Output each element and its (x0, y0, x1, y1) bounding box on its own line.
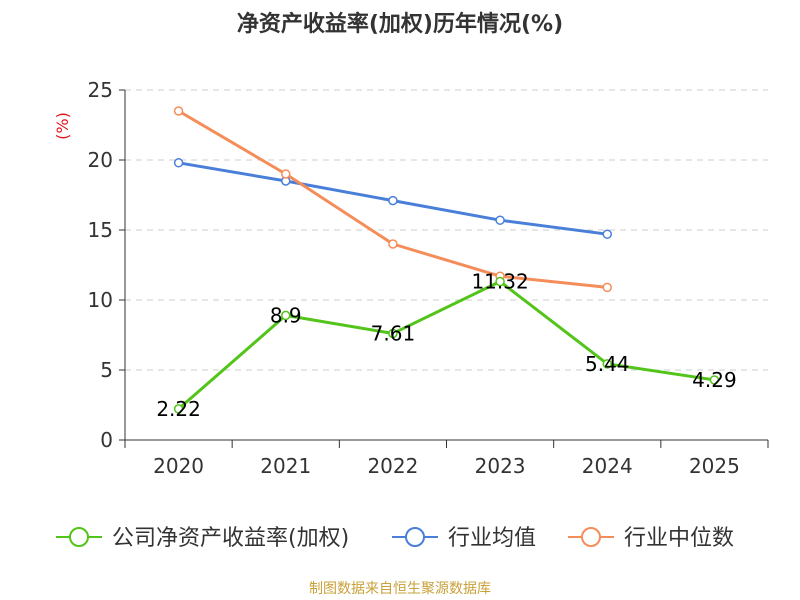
y-tick-label: 15 (88, 218, 113, 242)
x-tick-label: 2024 (582, 454, 633, 478)
legend-marker-icon (405, 527, 425, 547)
series-line (177, 280, 715, 411)
y-tick-label: 10 (88, 288, 113, 312)
data-point (388, 239, 398, 249)
data-point (602, 282, 612, 293)
data-point (388, 328, 398, 339)
x-tick-label: 2025 (689, 454, 740, 478)
y-axis-label: (%) (53, 112, 72, 140)
data-point (709, 375, 720, 385)
data-point (388, 195, 398, 206)
legend-marker-icon (69, 527, 89, 547)
y-tick-label: 25 (88, 78, 113, 102)
legend-label: 公司净资产收益率(加权) (112, 526, 349, 551)
data-point (173, 404, 184, 414)
data-label: 5.44 (585, 352, 630, 376)
data-point (495, 215, 505, 225)
data-label: 8.9 (270, 303, 302, 327)
data-point (173, 158, 184, 168)
legend-marker-icon (581, 527, 601, 547)
x-tick-label: 2021 (260, 454, 311, 478)
y-tick-label: 20 (88, 148, 113, 172)
legend-label: 行业中位数 (624, 526, 734, 551)
x-tick-label: 2023 (475, 454, 526, 478)
data-label: 7.61 (371, 321, 416, 345)
legend-label: 行业均值 (448, 526, 536, 551)
data-label: 4.29 (692, 368, 737, 392)
y-tick-label: 0 (100, 428, 113, 452)
data-point (281, 169, 291, 179)
chart-title: 净资产收益率(加权)历年情况(%) (236, 12, 564, 37)
data-label: 2.22 (156, 397, 201, 421)
x-tick-label: 2022 (367, 454, 418, 478)
data-point (495, 276, 505, 287)
data-point (602, 359, 612, 369)
data-point (281, 310, 291, 321)
data-label: 11.32 (471, 270, 528, 294)
footer-source: 制图数据来自恒生聚源数据库 (309, 581, 491, 597)
data-point (173, 106, 184, 116)
data-point (602, 229, 612, 239)
x-tick-label: 2020 (153, 454, 204, 478)
y-tick-label: 5 (100, 358, 113, 382)
